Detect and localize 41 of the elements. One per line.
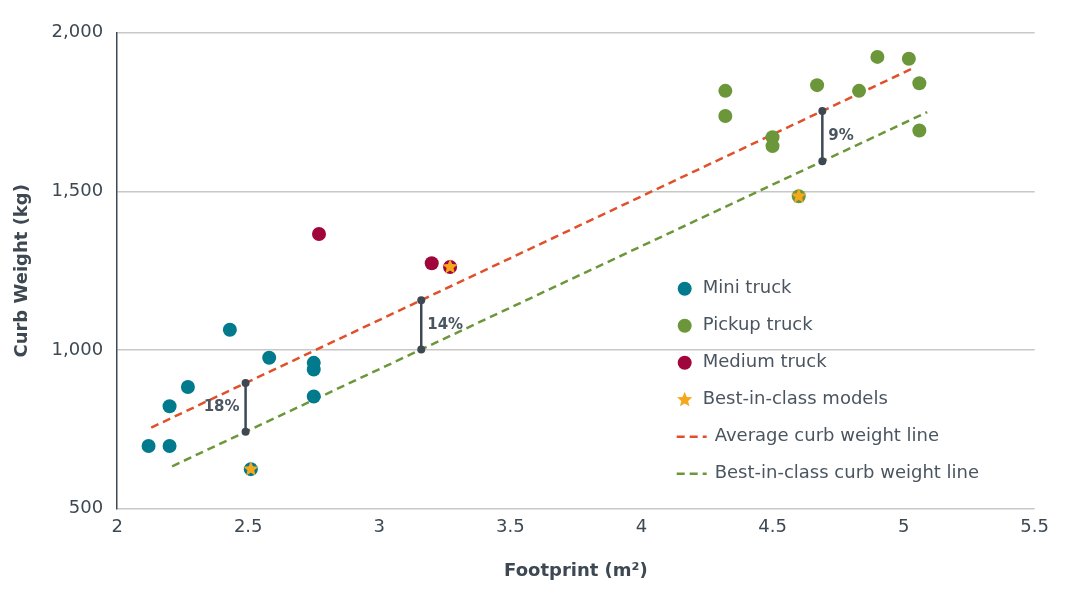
point bbox=[718, 108, 733, 123]
x-tick-label: 3 bbox=[373, 515, 386, 537]
legend-label: Pickup truck bbox=[702, 313, 814, 335]
point bbox=[718, 83, 733, 98]
point bbox=[311, 226, 326, 241]
annotation: 18% bbox=[203, 397, 240, 416]
point bbox=[141, 438, 156, 453]
x-tick-label: 2 bbox=[111, 515, 123, 537]
legend-label: Mini truck bbox=[702, 276, 793, 298]
x-tick-label: 4 bbox=[635, 515, 648, 537]
point bbox=[162, 399, 177, 414]
point bbox=[162, 438, 177, 453]
legend-label: Best-in-class models bbox=[702, 387, 888, 409]
annotation: 14% bbox=[427, 314, 464, 333]
annotation: 9% bbox=[828, 125, 854, 144]
y-axis-title: Curb Weight (kg) bbox=[10, 184, 32, 358]
y-tick-label: 500 bbox=[68, 496, 104, 518]
point bbox=[870, 49, 885, 64]
point bbox=[306, 389, 321, 404]
x-tick-label: 3.5 bbox=[496, 515, 525, 537]
legend-label: Best-in-class curb weight line bbox=[714, 461, 980, 483]
y-tick-label: 1,000 bbox=[51, 337, 104, 359]
x-tick-label: 5.5 bbox=[1020, 515, 1050, 537]
point bbox=[912, 123, 927, 138]
y-tick-label: 2,000 bbox=[51, 20, 104, 42]
point bbox=[852, 83, 867, 98]
point bbox=[901, 51, 916, 66]
point bbox=[765, 139, 780, 154]
x-axis-title: Footprint (m²) bbox=[504, 558, 648, 580]
y-tick-label: 1,500 bbox=[51, 179, 104, 201]
x-tick-label: 5 bbox=[897, 515, 910, 537]
legend-label: Average curb weight line bbox=[714, 424, 940, 446]
point bbox=[912, 76, 927, 91]
point bbox=[810, 78, 825, 93]
point bbox=[262, 350, 277, 365]
point bbox=[424, 256, 439, 271]
point bbox=[180, 379, 195, 394]
x-tick-label: 4.5 bbox=[758, 515, 787, 537]
x-tick-label: 2.5 bbox=[233, 515, 263, 537]
point bbox=[222, 322, 237, 337]
legend-label: Medium truck bbox=[702, 350, 828, 372]
